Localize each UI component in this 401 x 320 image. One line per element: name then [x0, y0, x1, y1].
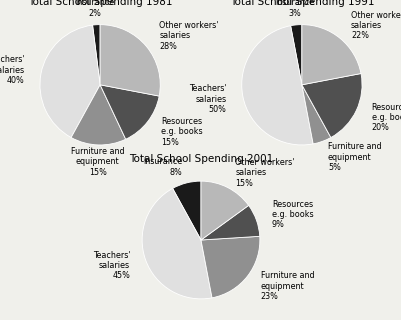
Wedge shape — [301, 74, 361, 138]
Wedge shape — [290, 25, 301, 85]
Text: Resources
e.g. books
20%: Resources e.g. books 20% — [371, 103, 401, 132]
Wedge shape — [200, 236, 259, 298]
Wedge shape — [241, 26, 312, 145]
Title: Total School Spending 1991: Total School Spending 1991 — [229, 0, 373, 7]
Text: Other workers'
salaries
22%: Other workers' salaries 22% — [350, 11, 401, 40]
Title: Total School Spending 1981: Total School Spending 1981 — [28, 0, 172, 7]
Text: Insurance
2%: Insurance 2% — [75, 0, 115, 18]
Text: Teachers'
salaries
45%: Teachers' salaries 45% — [92, 251, 130, 280]
Text: Teachers'
salaries
50%: Teachers' salaries 50% — [188, 84, 226, 114]
Title: Total School Spending 2001: Total School Spending 2001 — [129, 154, 272, 164]
Text: Other workers'
salaries
15%: Other workers' salaries 15% — [235, 158, 294, 188]
Text: Furniture and
equipment
15%: Furniture and equipment 15% — [71, 147, 124, 177]
Text: Resources
e.g. books
9%: Resources e.g. books 9% — [271, 200, 313, 229]
Wedge shape — [301, 25, 360, 85]
Text: Other workers'
salaries
28%: Other workers' salaries 28% — [159, 21, 218, 51]
Wedge shape — [71, 85, 126, 145]
Wedge shape — [100, 85, 159, 139]
Wedge shape — [40, 25, 100, 138]
Text: Teachers'
salaries
40%: Teachers' salaries 40% — [0, 55, 24, 85]
Text: Insurance
3%: Insurance 3% — [274, 0, 314, 18]
Wedge shape — [200, 205, 259, 240]
Wedge shape — [200, 181, 248, 240]
Text: Furniture and
equipment
5%: Furniture and equipment 5% — [327, 142, 381, 172]
Wedge shape — [172, 181, 200, 240]
Text: Insurance
8%: Insurance 8% — [143, 157, 182, 177]
Wedge shape — [92, 25, 100, 85]
Text: Resources
e.g. books
15%: Resources e.g. books 15% — [160, 117, 202, 147]
Wedge shape — [100, 25, 160, 96]
Wedge shape — [301, 85, 330, 144]
Text: Furniture and
equipment
23%: Furniture and equipment 23% — [260, 271, 314, 301]
Wedge shape — [142, 188, 211, 299]
